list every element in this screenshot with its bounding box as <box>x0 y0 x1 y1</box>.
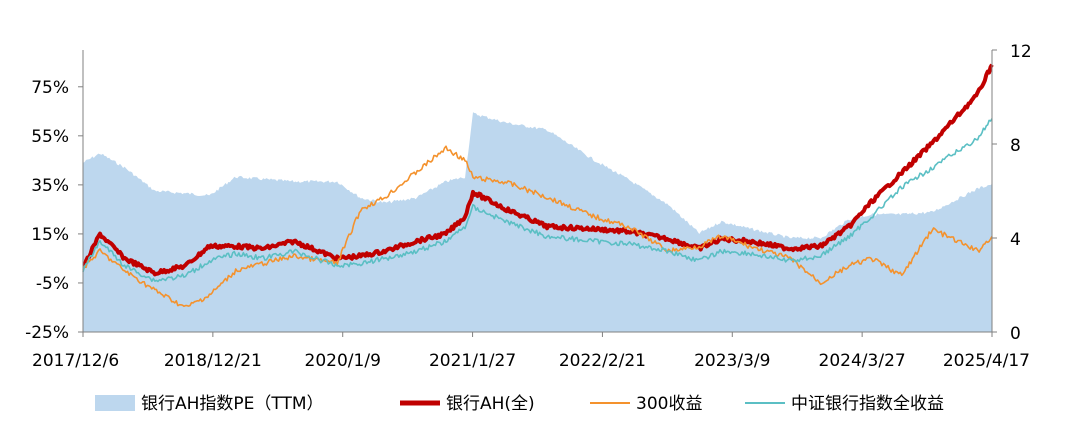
legend-label: 中证银行指数全收益 <box>791 394 944 414</box>
series-line-csi-bank <box>82 118 993 283</box>
x-tick-label: 2024/3/27 <box>819 351 906 371</box>
legend-label: 300收益 <box>636 394 702 414</box>
x-tick-label: 2018/12/21 <box>164 351 262 371</box>
y-left-tick-label: 55% <box>31 127 69 147</box>
y-right-tick-label: 12 <box>1010 42 1032 62</box>
y-left-tick-label: -25% <box>25 323 69 343</box>
series-line-bank-ah <box>82 63 994 277</box>
plot-area <box>82 63 994 332</box>
series-line-300 <box>82 145 993 307</box>
x-tick-label: 2020/1/9 <box>305 351 381 371</box>
x-tick-label: 2017/12/6 <box>32 351 119 371</box>
legend-label: 银行AH指数PE（TTM） <box>141 394 324 414</box>
x-tick-label: 2023/3/9 <box>694 351 770 371</box>
legend-item-csi-bank: 中证银行指数全收益 <box>745 394 944 414</box>
legend-label: 银行AH(全) <box>446 394 535 414</box>
y-left-tick-label: 75% <box>31 78 69 98</box>
y-right-tick-label: 8 <box>1010 136 1021 156</box>
legend-item-bank-ah: 银行AH(全) <box>400 394 535 414</box>
y-left-tick-label: -5% <box>36 274 69 294</box>
x-tick-label: 2021/1/27 <box>429 351 516 371</box>
legend-swatch <box>95 395 135 411</box>
y-right-tick-label: 0 <box>1010 324 1021 344</box>
y-left-tick-label: 15% <box>31 225 69 245</box>
x-tick-label: 2025/4/17 <box>943 351 1030 371</box>
axes: -25% -5% 15% 35% 55% 75% 0 4 8 12 2017/12/6 2018/12… <box>25 42 1032 371</box>
x-tick-label: 2022/2/21 <box>559 351 646 371</box>
legend-item-300: 300收益 <box>590 394 702 414</box>
y-left-tick-label: 35% <box>31 176 69 196</box>
y-right-tick-label: 4 <box>1010 230 1021 250</box>
legend-item-pe: 银行AH指数PE（TTM） <box>95 394 324 414</box>
legend: 银行AH指数PE（TTM） 银行AH(全) 300收益 中证银行指数全收益 <box>95 394 944 414</box>
